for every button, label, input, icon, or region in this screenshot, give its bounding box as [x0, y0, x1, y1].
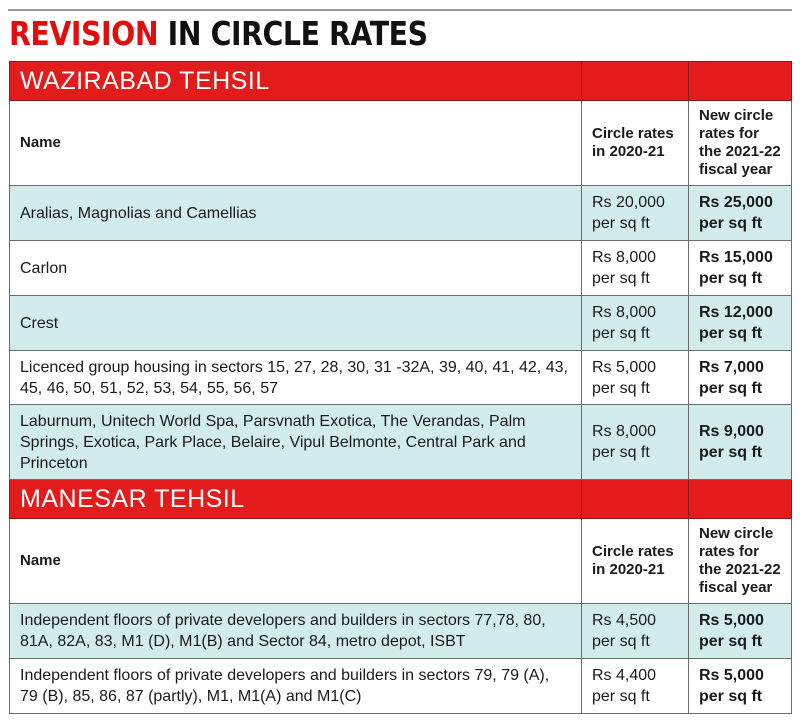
section-header-wazirabad: WAZIRABAD TEHSIL [9, 61, 792, 101]
header-old-rate: Circle rates in 2020-21 [581, 518, 689, 604]
table-row: Independent floors of private developers… [9, 603, 792, 659]
title-red-part: REVISION [9, 14, 159, 53]
row-name: Carlon [9, 240, 582, 296]
row-old-rate: Rs 8,000 per sq ft [581, 404, 689, 480]
table-row: Carlon Rs 8,000 per sq ft Rs 15,000 per … [9, 240, 792, 296]
row-name: Crest [9, 295, 582, 351]
column-header-row: Name Circle rates in 2020-21 New circle … [9, 518, 792, 604]
row-old-rate: Rs 8,000 per sq ft [581, 240, 689, 296]
row-new-rate: Rs 15,000 per sq ft [688, 240, 792, 296]
row-old-rate: Rs 20,000 per sq ft [581, 185, 689, 241]
section-name: MANESAR TEHSIL [9, 479, 582, 519]
section-empty-cell [688, 479, 792, 519]
row-old-rate: Rs 4,400 per sq ft [581, 658, 689, 714]
row-name: Aralias, Magnolias and Camellias [9, 185, 582, 241]
row-name: Independent floors of private developers… [9, 603, 582, 659]
section-empty-cell [688, 61, 792, 101]
row-old-rate: Rs 5,000 per sq ft [581, 350, 689, 405]
row-name: Laburnum, Unitech World Spa, Parsvnath E… [9, 404, 582, 480]
row-new-rate: Rs 5,000 per sq ft [688, 658, 792, 714]
table-row: Aralias, Magnolias and Camellias Rs 20,0… [9, 185, 792, 241]
table-row: Licenced group housing in sectors 15, 27… [9, 350, 792, 405]
title-black-part: IN CIRCLE RATES [167, 14, 428, 53]
page-title: REVISION IN CIRCLE RATES [9, 14, 428, 54]
row-name: Licenced group housing in sectors 15, 27… [9, 350, 582, 405]
table-row: Laburnum, Unitech World Spa, Parsvnath E… [9, 404, 792, 480]
circle-rates-table: WAZIRABAD TEHSIL Name Circle rates in 20… [9, 61, 792, 714]
row-old-rate: Rs 8,000 per sq ft [581, 295, 689, 351]
header-name: Name [9, 518, 582, 604]
row-new-rate: Rs 9,000 per sq ft [688, 404, 792, 480]
row-new-rate: Rs 5,000 per sq ft [688, 603, 792, 659]
title-area: REVISION IN CIRCLE RATES [0, 0, 800, 58]
header-new-rate: New circle rates for the 2021-22 fiscal … [688, 518, 792, 604]
header-new-rate: New circle rates for the 2021-22 fiscal … [688, 100, 792, 186]
section-empty-cell [581, 61, 689, 101]
row-new-rate: Rs 25,000 per sq ft [688, 185, 792, 241]
header-old-rate: Circle rates in 2020-21 [581, 100, 689, 186]
table-row: Crest Rs 8,000 per sq ft Rs 12,000 per s… [9, 295, 792, 351]
row-name: Independent floors of private developers… [9, 658, 582, 714]
row-new-rate: Rs 12,000 per sq ft [688, 295, 792, 351]
column-header-row: Name Circle rates in 2020-21 New circle … [9, 100, 792, 186]
section-empty-cell [581, 479, 689, 519]
section-header-manesar: MANESAR TEHSIL [9, 479, 792, 519]
top-rule [8, 9, 792, 11]
header-name: Name [9, 100, 582, 186]
table-row: Independent floors of private developers… [9, 658, 792, 714]
row-new-rate: Rs 7,000 per sq ft [688, 350, 792, 405]
row-old-rate: Rs 4,500 per sq ft [581, 603, 689, 659]
section-name: WAZIRABAD TEHSIL [9, 61, 582, 101]
